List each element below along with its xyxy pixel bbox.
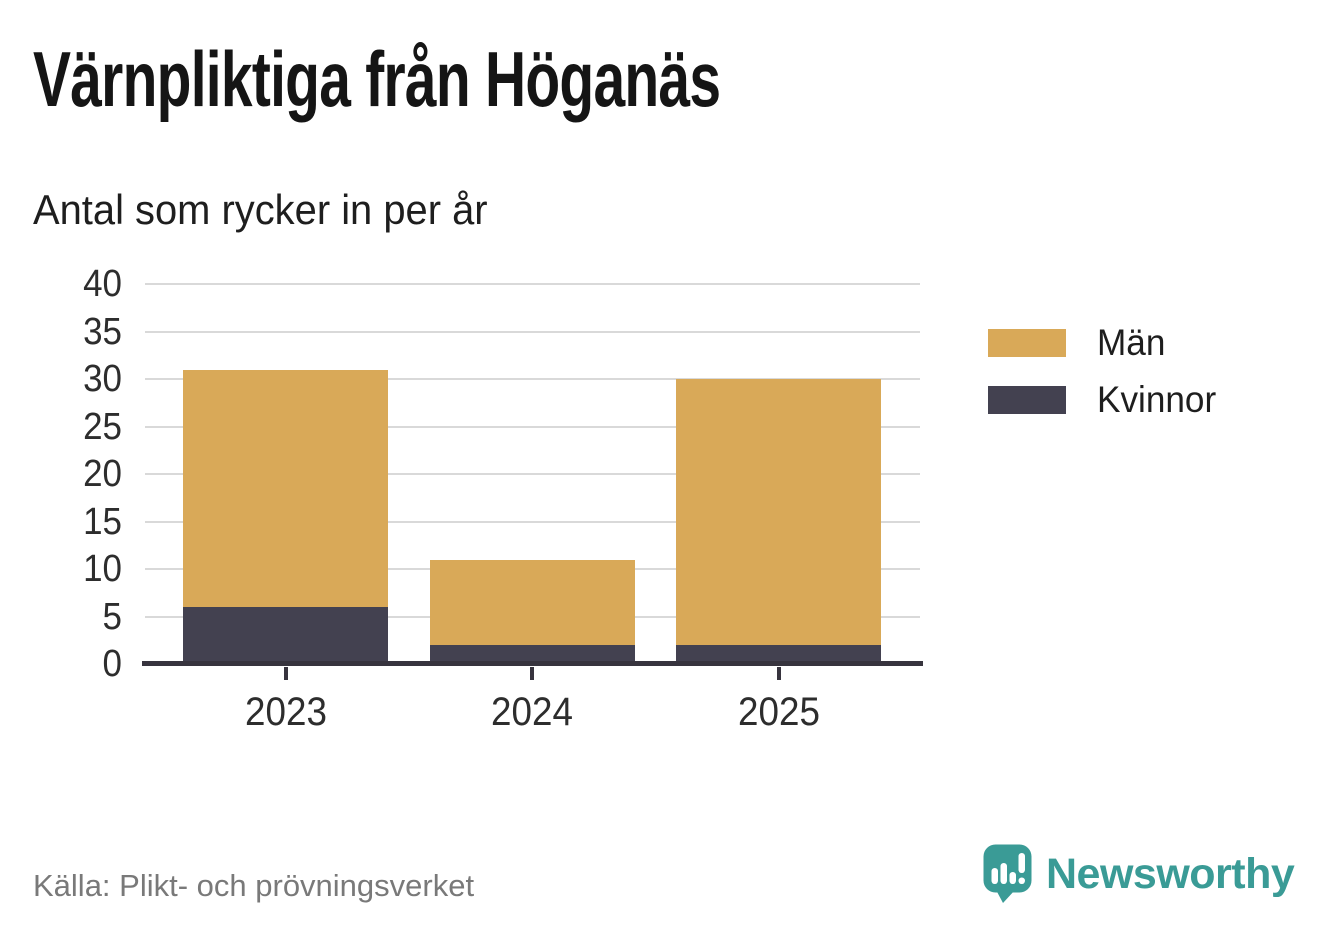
bar-2024-kvinnor: [429, 645, 635, 664]
gridline-35: [145, 330, 920, 333]
y-tick-label-20: 20: [83, 453, 122, 495]
x-axis-line: [142, 661, 923, 666]
chart-subtitle: Antal som rycker in per år: [33, 186, 488, 233]
legend-label: Kvinnor: [1097, 379, 1217, 420]
legend-swatch: [988, 386, 1066, 414]
x-axis-tick-labels: 2023 2024 2025: [145, 690, 920, 740]
y-tick-label-25: 25: [83, 405, 122, 448]
y-tick-label-10: 10: [83, 548, 122, 590]
bar-2025-män: [676, 379, 881, 645]
gridline-25: [145, 425, 920, 428]
bar-2024-män: [429, 559, 635, 645]
y-tick-label-30: 30: [83, 358, 122, 400]
bar-2023-män: [183, 369, 388, 607]
y-tick-label-40: 40: [83, 263, 122, 305]
x-tick-label-2025: 2025: [737, 690, 820, 734]
x-tick-2023: [283, 667, 288, 680]
source-note: Källa: Plikt- och prövningsverket: [33, 868, 475, 903]
gridline-30: [145, 378, 920, 380]
y-tick-label-35: 35: [83, 310, 122, 353]
legend-label: Män: [1097, 322, 1166, 363]
gridline-20: [145, 473, 920, 475]
gridline-40: [145, 283, 920, 285]
y-tick-label-0: 0: [102, 643, 122, 685]
chart-legend: Män Kvinnor: [988, 322, 1222, 443]
bar-2025-kvinnor: [676, 645, 881, 664]
x-tick-label-2023: 2023: [244, 690, 327, 734]
x-tick-2024: [530, 667, 534, 680]
legend-swatch: [988, 329, 1066, 357]
brand-name: Newsworthy: [1046, 850, 1295, 898]
legend-item-kvinnor: Kvinnor: [988, 379, 1222, 420]
legend-item-man: Män: [988, 322, 1222, 363]
x-tick-2025: [776, 667, 781, 680]
brand: Newsworthy: [983, 844, 1295, 904]
y-axis-tick-labels: 0 5 10 15 20 25 30 35 40: [30, 263, 122, 685]
y-tick-label-5: 5: [102, 595, 122, 638]
x-tick-label-2024: 2024: [491, 690, 573, 734]
plot-area: [142, 283, 923, 680]
page-title: Värnpliktiga från Höganäs: [33, 35, 721, 123]
newsworthy-logo-icon: [983, 844, 1032, 903]
y-tick-label-15: 15: [83, 500, 122, 543]
gridline-15: [145, 520, 920, 523]
bar-2023-kvinnor: [183, 607, 388, 664]
